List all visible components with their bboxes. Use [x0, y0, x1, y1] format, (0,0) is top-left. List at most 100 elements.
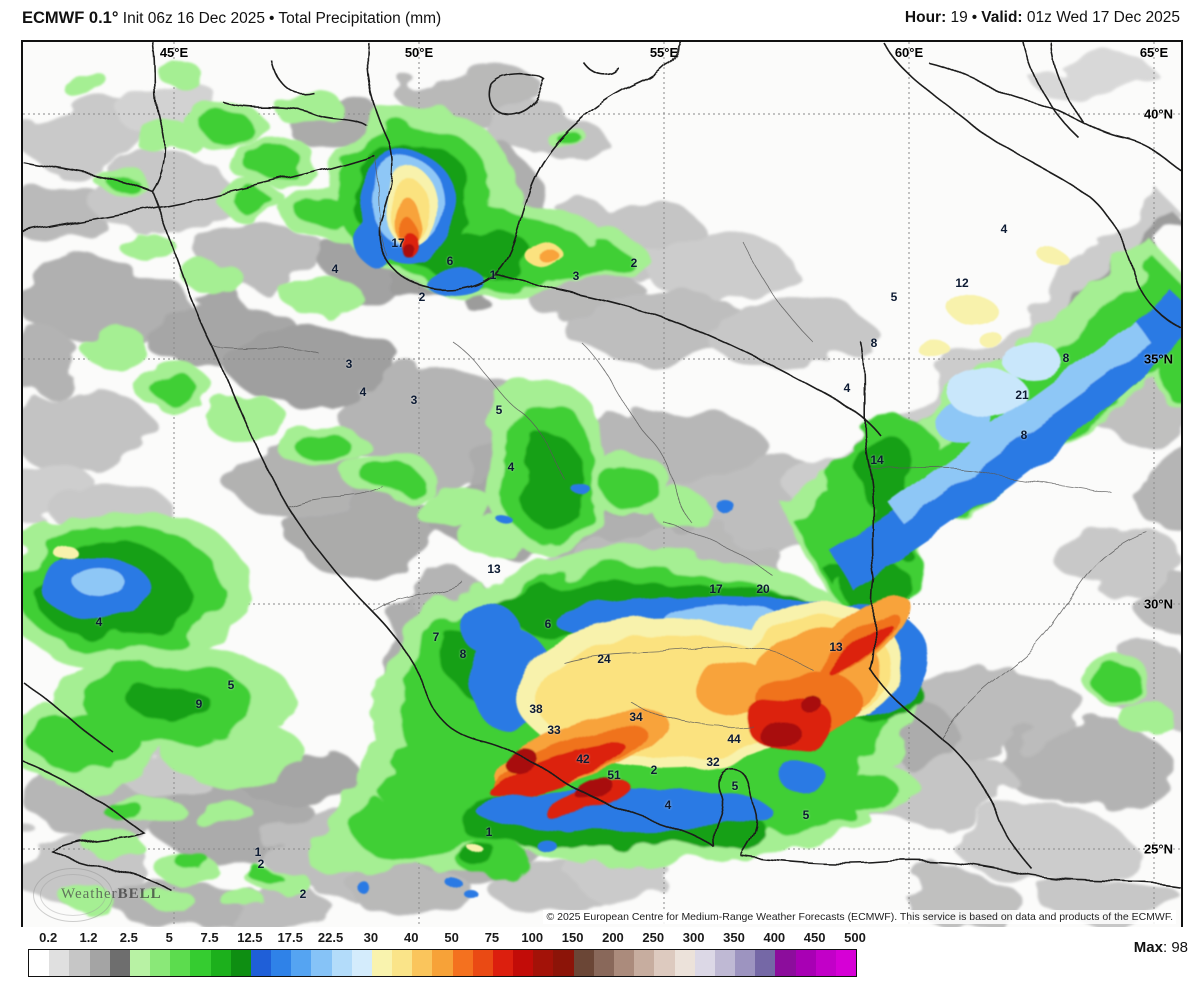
legend-tick-label: 100	[521, 930, 544, 945]
legend-tick-label: 50	[444, 930, 459, 945]
legend-color-segment	[654, 950, 675, 976]
watermark-stamp-outer	[33, 868, 113, 922]
province-lines	[212, 153, 1148, 739]
precip-value-label: 1	[485, 825, 493, 839]
legend-color-segment	[795, 950, 816, 976]
precip-value-label: 4	[1000, 222, 1008, 236]
precip-value-label: 44	[727, 732, 741, 746]
legend-color-segment	[755, 950, 776, 976]
lat-label: 25°N	[1143, 841, 1173, 857]
legend-color-segment	[593, 950, 614, 976]
legend-color-segment	[432, 950, 453, 976]
precip-value-label: 13	[829, 640, 843, 654]
model-name: ECMWF 0.1°	[22, 9, 119, 27]
precip-value-label: 32	[706, 755, 720, 769]
precip-value-label: 42	[576, 752, 590, 766]
legend-color-segment	[250, 950, 272, 976]
precip-value-label: 6	[446, 254, 454, 268]
watermark-stamp-inner	[40, 874, 106, 916]
precip-value-label: 7	[432, 630, 440, 644]
precip-value-label: 1	[254, 845, 262, 859]
legend-color-segment	[69, 950, 90, 976]
precip-value-label: 4	[843, 381, 851, 395]
weatherbell-watermark: WeatherBELL	[33, 860, 263, 922]
precip-value-label: 2	[418, 290, 426, 304]
precip-value-label: 4	[331, 262, 339, 276]
precip-value-label: 21	[1015, 388, 1029, 402]
bullet2: •	[971, 9, 978, 26]
precip-map-svg	[23, 42, 1181, 927]
legend-tick-label: 12.5	[237, 930, 263, 945]
legend-color-segment	[230, 950, 251, 976]
precip-value-label: 4	[359, 385, 367, 399]
lat-label: 30°N	[1143, 596, 1173, 612]
legend-color-segment	[109, 950, 130, 976]
legend-color-segment	[634, 950, 655, 976]
precip-value-label: 34	[629, 710, 643, 724]
precip-value-label: 14	[870, 453, 884, 467]
lon-label: 50°E	[404, 45, 434, 60]
precipitation-map: 45°E 50°E 55°E 60°E 65°E 40°N 35°N 30°N 25°N 17…	[21, 40, 1183, 929]
legend-color-segment	[452, 950, 473, 976]
legend-color-segment	[613, 950, 635, 976]
product-name: Total Precipitation (mm)	[278, 10, 442, 27]
legend-tick-label: 500	[844, 930, 866, 945]
legend-color-segment	[210, 950, 231, 976]
legend-tick-label: 450	[803, 930, 826, 945]
precip-value-label: 2	[630, 256, 638, 270]
lat-label: 35°N	[1143, 351, 1173, 367]
legend-tick-labels: 0.2 1.2 2.5 5 7.5 12.5 17.5 22.5 30 40 50 75 100 150 2…	[28, 930, 866, 947]
legend-tick-label: 300	[682, 930, 705, 945]
precip-value-label: 4	[95, 615, 103, 629]
legend-color-segment	[170, 950, 191, 976]
legend-color-segment	[49, 950, 70, 976]
precip-value-label: 6	[544, 617, 552, 631]
valid-value: 01z Wed 17 Dec 2025	[1026, 9, 1180, 26]
init-text: Init 06z 16 Dec 2025	[122, 10, 265, 27]
precip-value-label: 20	[756, 582, 770, 596]
legend-color-segment	[271, 950, 292, 976]
valid-label: Valid:	[981, 9, 1023, 26]
graticule	[23, 42, 1181, 927]
precip-value-label: 12	[955, 276, 969, 290]
precip-value-label: 5	[227, 678, 235, 692]
legend: 0.2 1.2 2.5 5 7.5 12.5 17.5 22.5 30 40 50 75 100 150 2…	[0, 927, 1200, 984]
legend-tick-label: 250	[642, 930, 665, 945]
legend-color-segment	[351, 950, 372, 976]
precip-value-label: 33	[547, 723, 561, 737]
precip-value-label: 38	[529, 702, 543, 716]
lon-label: 55°E	[649, 45, 679, 60]
copyright-notice: © 2025 European Centre for Medium-Range …	[543, 910, 1176, 924]
legend-color-segment	[735, 950, 756, 976]
legend-color-segment	[573, 950, 594, 976]
lon-label: 65°E	[1139, 45, 1169, 60]
lat-label: 40°N	[1143, 106, 1173, 122]
precip-value-label: 3	[345, 357, 353, 371]
legend-tick-label: 75	[484, 930, 500, 945]
legend-colorbar	[28, 949, 857, 977]
legend-color-segment	[694, 950, 715, 976]
precip-value-label: 3	[410, 393, 418, 407]
legend-color-segment	[129, 950, 151, 976]
legend-tick-label: 0.2	[39, 930, 58, 945]
legend-color-segment	[533, 950, 554, 976]
legend-color-segment	[674, 950, 695, 976]
legend-color-segment	[553, 950, 574, 976]
legend-tick-label: 17.5	[277, 930, 303, 945]
legend-tick-label: 400	[763, 930, 786, 945]
legend-color-segment	[89, 950, 110, 976]
hour-value: 19	[950, 9, 968, 26]
legend-color-segment	[714, 950, 736, 976]
legend-color-segment	[815, 950, 836, 976]
precip-value-label: 2	[257, 857, 265, 871]
lon-label: 60°E	[894, 45, 924, 60]
legend-color-segment	[331, 950, 352, 976]
legend-color-segment	[775, 950, 796, 976]
legend-tick-label: 5	[165, 930, 173, 945]
legend-color-segment	[150, 950, 171, 976]
header: ECMWF 0.1° Init 06z 16 Dec 2025 • Total Pr…	[0, 0, 1200, 38]
legend-tick-label: 1.2	[79, 930, 98, 945]
legend-color-segment	[412, 950, 433, 976]
legend-color-segment	[513, 950, 534, 976]
